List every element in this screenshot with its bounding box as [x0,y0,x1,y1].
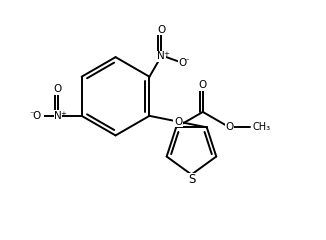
Text: +: + [164,51,170,57]
Text: S: S [188,173,195,186]
Text: N: N [157,51,165,61]
Text: N: N [54,111,62,121]
Text: O: O [54,84,62,94]
Text: ⁻: ⁻ [29,110,34,119]
Text: O: O [157,24,165,35]
Text: O: O [33,111,41,121]
Text: ⁻: ⁻ [185,58,189,66]
Text: O: O [174,117,182,127]
Text: O: O [199,80,207,90]
Text: O: O [179,58,187,68]
Text: O: O [225,122,234,132]
Text: CH₃: CH₃ [252,122,270,132]
Text: +: + [60,111,66,117]
